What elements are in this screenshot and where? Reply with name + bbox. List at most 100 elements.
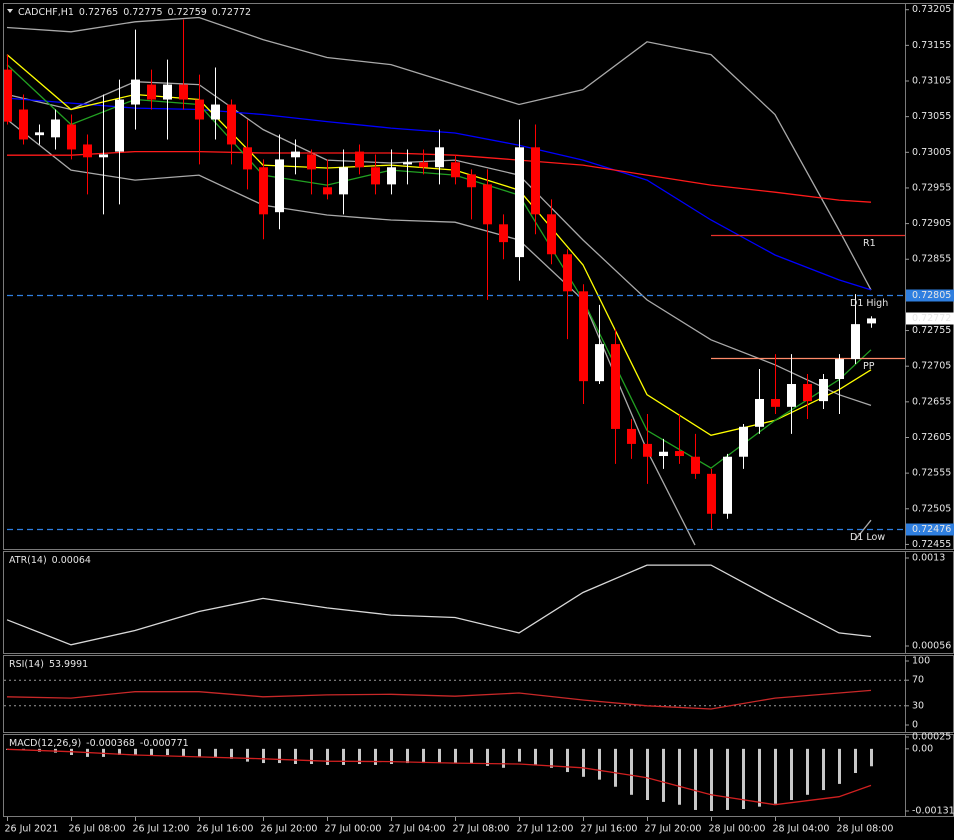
candle-body (307, 154, 316, 170)
candle-body (531, 147, 540, 215)
header-low: 0.72759 (168, 7, 207, 18)
y-tick-label: 0.72705 (912, 361, 951, 372)
x-tick-label: 26 Jul 20:00 (261, 824, 318, 835)
candle-body (67, 124, 76, 150)
price-axis-label: 0.72772 (912, 313, 951, 324)
y-tick-label: 0.72505 (912, 503, 951, 514)
candle-body (51, 119, 60, 138)
candle-body (419, 162, 428, 168)
histogram-bar (502, 748, 505, 768)
candle-body (835, 359, 844, 380)
level-axis-box (906, 289, 954, 302)
candle-body (163, 84, 172, 100)
y-tick-label: 0.73155 (912, 40, 951, 51)
candle-body (579, 291, 588, 382)
indicator-line (6, 16, 872, 291)
histogram-bar (230, 748, 233, 759)
x-tick-label: 27 Jul 16:00 (581, 824, 638, 835)
panel-title: MACD(12,26,9) (9, 738, 81, 749)
y-tick-label: -0.001312 (912, 806, 954, 817)
candle-body (595, 344, 604, 382)
histogram-bar (790, 748, 793, 801)
header-high: 0.72775 (123, 7, 162, 18)
candle-body (387, 167, 396, 185)
candle-body (371, 167, 380, 185)
histogram-bar (534, 748, 537, 765)
histogram-bar (694, 748, 697, 810)
candle-body (4, 69, 12, 122)
candle-body (515, 147, 524, 258)
plot-area (4, 16, 905, 546)
candle-body (323, 187, 332, 195)
histogram-bar (342, 748, 345, 765)
panel-header: ATR(14) 0.00064 (9, 555, 91, 566)
candle-body (339, 167, 348, 195)
histogram-bar (406, 748, 409, 764)
candle-body (19, 109, 28, 140)
candle-body (723, 456, 732, 514)
y-tick-label: 0.72555 (912, 468, 951, 479)
level-name: D1 High (850, 298, 888, 309)
candle-body (435, 147, 444, 168)
x-tick-label: 28 Jul 08:00 (837, 824, 894, 835)
candle-body (643, 443, 652, 457)
candle-body (275, 159, 284, 213)
candle-body (147, 84, 156, 100)
x-tick-label: 26 Jul 08:00 (69, 824, 126, 835)
histogram-bar (118, 748, 121, 756)
histogram-bar (134, 748, 137, 756)
level-axis-label: 0.72805 (912, 290, 951, 301)
y-tick-label: 0.73055 (912, 111, 951, 122)
x-tick-label: 28 Jul 00:00 (709, 824, 766, 835)
histogram-bar (630, 748, 633, 795)
candle-body (467, 174, 476, 188)
candle-body (611, 344, 620, 429)
x-tick-label: 28 Jul 04:00 (773, 824, 830, 835)
histogram-bar (598, 748, 601, 780)
candle-body (739, 426, 748, 457)
histogram-bar (678, 748, 681, 805)
candle-body (451, 162, 460, 178)
y-tick-label: 100 (912, 656, 930, 667)
panel-header: RSI(14) 53.9991 (9, 659, 88, 670)
histogram-bar (390, 748, 393, 765)
histogram-bar (374, 748, 377, 765)
x-tick-label: 27 Jul 04:00 (389, 824, 446, 835)
y-tick-label: 30 (912, 700, 924, 711)
histogram-bar (358, 748, 361, 765)
indicator-line (6, 118, 872, 546)
price-axis-box (906, 312, 954, 325)
header-open: 0.72765 (79, 7, 118, 18)
candle-body (707, 473, 716, 514)
panel-title: RSI(14) (9, 659, 44, 670)
candle-body (755, 398, 764, 427)
candle-body (483, 184, 492, 225)
header-close: 0.72772 (212, 7, 251, 18)
histogram-bar (278, 748, 281, 764)
y-tick-label: 0.72755 (912, 325, 951, 336)
histogram-bar (710, 748, 713, 811)
level-name: D1 Low (850, 532, 885, 543)
candle-body (35, 132, 44, 136)
x-tick-label: 27 Jul 00:00 (325, 824, 382, 835)
candle-body (115, 99, 124, 152)
histogram-bar (518, 748, 521, 762)
y-tick-label: 0.72905 (912, 218, 951, 229)
menu-arrow[interactable] (7, 9, 13, 13)
plot-area (6, 564, 872, 646)
histogram-bar (662, 748, 665, 802)
candle-body (259, 167, 268, 215)
candle-body (803, 384, 812, 402)
histogram-bar (838, 748, 841, 784)
candle-body (499, 224, 508, 243)
x-tick-label: 26 Jul 16:00 (197, 824, 254, 835)
histogram-bar (262, 748, 265, 764)
y-tick-label: 0.00056 (912, 641, 951, 652)
candle-body (675, 451, 684, 457)
candle-body (403, 162, 412, 165)
histogram-bar (566, 748, 569, 773)
histogram-bar (470, 748, 473, 764)
y-tick-label: 70 (912, 675, 924, 686)
candle-body (691, 456, 700, 474)
histogram-bar (486, 748, 489, 766)
